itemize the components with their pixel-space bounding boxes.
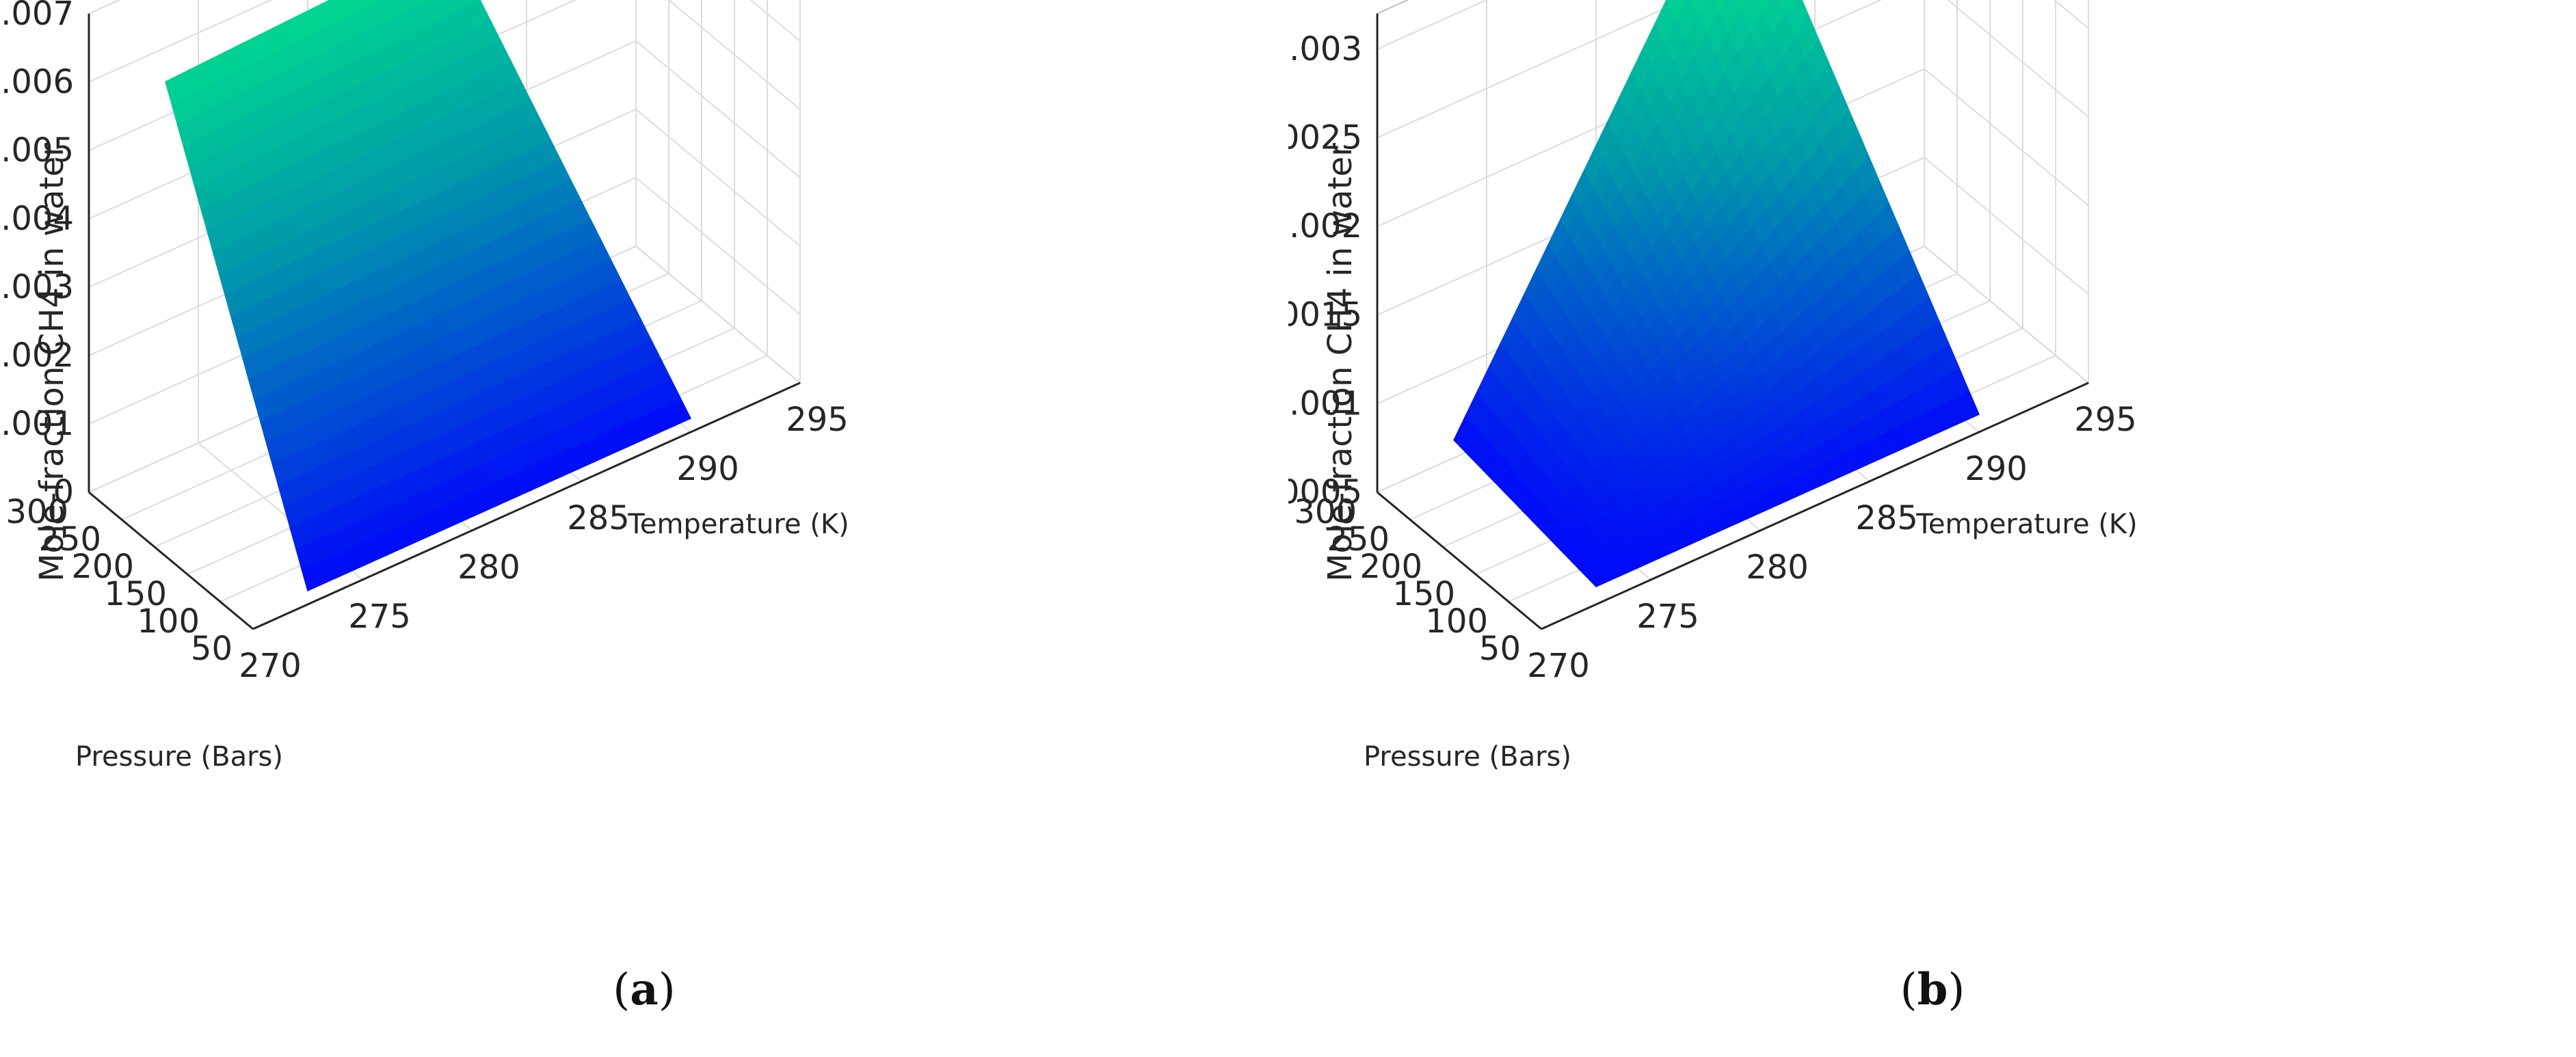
z-axis-label-1: Mole-fraction CH4 in water [1321, 143, 1359, 582]
y-tick-label: 300 [5, 493, 68, 531]
y-axis-0 [88, 491, 254, 630]
y-tick-label: 50 [1479, 630, 1521, 668]
x-axis-1 [1541, 382, 2089, 630]
z-tick-label: 0.006 [0, 63, 74, 101]
surface-cell-0 [345, 0, 364, 15]
surface-cell-0 [375, 0, 398, 23]
side-wall-1 [1924, 0, 2089, 385]
surface-0 [165, 0, 692, 592]
surface-cell-1 [1654, 0, 1677, 43]
x-axis-label-1: Temperature (K) [1915, 509, 2138, 540]
y-tick-label: 250 [1327, 520, 1390, 559]
x-tick-label: 270 [239, 647, 302, 685]
z-axis-label-0: Mole-fraction CH4 in water [33, 143, 71, 582]
grid-z-back-1-5 [1377, 0, 1489, 50]
surface-cell-0 [319, 0, 341, 27]
y-tick-label: 150 [104, 575, 167, 613]
x-tick-label: 280 [457, 548, 520, 587]
grid-z-side-1-0 [1924, 245, 2089, 384]
y-axis-1 [1377, 491, 1542, 630]
x-axis-label-0: Temperature (K) [627, 509, 849, 540]
surface-cell-0 [421, 0, 444, 25]
y-axis-label-0: Pressure (Bars) [75, 741, 283, 773]
x-tick-label: 290 [676, 450, 739, 488]
y-tick-label: 100 [1425, 602, 1488, 641]
y-tick-label: 150 [1392, 575, 1455, 613]
z-tick-label: 0.005 [0, 131, 74, 170]
surface-cell-0 [374, 0, 381, 3]
surface-cell-0 [331, 0, 353, 21]
y-axis-label-1: Pressure (Bars) [1364, 741, 1571, 773]
y-tick-label: 50 [191, 630, 233, 668]
panel-label-b: (b) [1900, 964, 1965, 1015]
z-tick-label: 0.002 [0, 336, 74, 375]
y-tick-label: 200 [1359, 548, 1422, 586]
grid-z-side-0-5 [749, 0, 801, 42]
x-tick-label: 290 [1965, 450, 2028, 488]
z-tick-label: 0.007 [0, 0, 74, 33]
x-tick-label: 275 [348, 598, 411, 636]
surface-cell-0 [403, 0, 422, 11]
surface-cell-0 [419, 0, 431, 5]
x-tick-label: 270 [1527, 647, 1590, 685]
y-tick-label: 100 [137, 602, 200, 641]
surface-cell-1 [1690, 0, 1705, 15]
surface-cell-0 [434, 0, 456, 19]
grid-z-back-1-4 [1377, 0, 1686, 139]
surface-cell-1 [1697, 0, 1720, 35]
x-tick-label: 275 [1636, 598, 1699, 636]
surface-cell-0 [449, 0, 468, 13]
grid-z-side-0-2 [635, 109, 801, 247]
grid-z-side-1-1 [1924, 157, 2089, 295]
x-tick-label: 280 [1746, 548, 1809, 587]
y-tick-label: 250 [38, 520, 101, 559]
x-tick-label: 285 [1855, 499, 1918, 537]
surface-cell-1 [1713, 0, 1726, 12]
surface-cell-0 [389, 0, 410, 17]
x-axis-0 [252, 382, 801, 630]
z-tick-label: 0.003 [1288, 30, 1362, 68]
surface-cell-1 [1762, 0, 1787, 34]
surface-1 [1453, 0, 1980, 588]
grid-z-side-0-3 [635, 40, 801, 178]
surface-cell-1 [1675, 0, 1699, 38]
chart-panel-b: 270275280285290295501001502002503000.000… [1247, 0, 2576, 1057]
x-tick-label: 285 [567, 499, 630, 537]
side-wall-0 [635, 0, 801, 385]
grid-z-back-0-6 [88, 0, 274, 83]
y-tick-label: 300 [1294, 493, 1357, 531]
grid-z-side-1-4 [2053, 0, 2089, 29]
z-tick-label: 0.001 [0, 405, 74, 443]
surface-cell-1 [1736, 0, 1748, 12]
surface-cell-0 [464, 0, 481, 7]
x-tick-label: 295 [2074, 401, 2137, 439]
z-tick-label: 0 [53, 473, 74, 511]
surface-cell-0 [466, 0, 491, 27]
x-tick-label: 295 [786, 401, 849, 439]
surface-cell-1 [1667, 0, 1686, 19]
y-tick-label: 200 [71, 548, 134, 586]
surface-cell-1 [1785, 0, 1809, 36]
grid-z-side-0-4 [667, 0, 801, 110]
surface-cell-1 [1718, 0, 1742, 33]
surface-plot-b: 270275280285290295501001502002503000.000… [1247, 0, 2138, 773]
z-tick-label: 0.003 [0, 268, 74, 306]
grid-z-side-0-1 [635, 177, 801, 315]
ticks-1: 270275280285290295501001502002503000.000… [1247, 30, 2137, 685]
grid-z-side-1-3 [1947, 0, 2089, 118]
grid-z-side-0-0 [635, 245, 801, 384]
z-tick-label: 0.004 [0, 200, 74, 238]
surface-cell-0 [360, 0, 377, 9]
surface-cell-1 [1740, 0, 1764, 33]
surface-cell-1 [1757, 0, 1770, 12]
grid-z-side-1-2 [1924, 68, 2089, 206]
panel-label-a: (a) [613, 964, 676, 1015]
surface-cell-1 [1779, 0, 1794, 14]
